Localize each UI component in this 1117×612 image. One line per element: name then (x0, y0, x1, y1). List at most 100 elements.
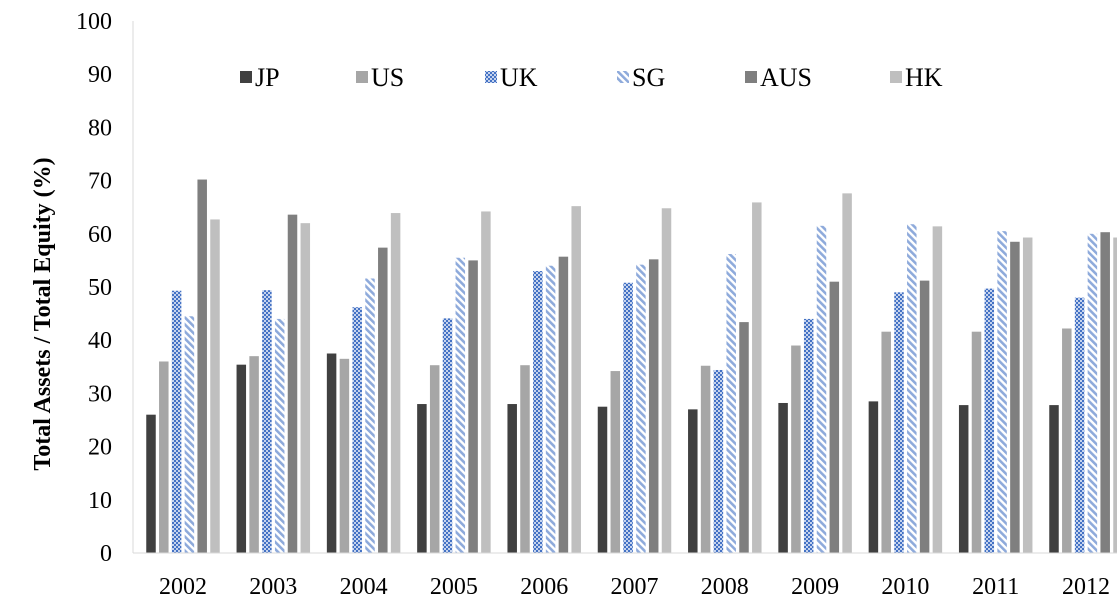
y-tick-label: 60 (88, 222, 112, 248)
legend-swatch-aus (745, 71, 757, 83)
bar-aus-2008 (739, 322, 749, 553)
x-tick-label: 2003 (249, 574, 297, 600)
bar-aus-2003 (287, 214, 298, 553)
x-tick-label: 2011 (972, 574, 1019, 600)
bar-uk-2011 (984, 288, 995, 553)
bar-sg-2011 (997, 231, 1007, 553)
bar-sg-2007 (636, 264, 646, 553)
legend-label-uk: UK (500, 63, 538, 92)
bar-uk-2007 (623, 282, 633, 553)
bar-aus-2005 (468, 260, 478, 553)
bar-us-2003 (249, 356, 259, 553)
bar-jp-2012 (1049, 405, 1059, 553)
x-tick-label: 2006 (520, 574, 568, 600)
bar-jp-2010 (868, 401, 879, 553)
bar-hk-2010 (932, 226, 943, 553)
bar-jp-2008 (688, 409, 698, 553)
legend-label-jp: JP (255, 63, 280, 92)
bar-aus-2011 (1010, 241, 1020, 553)
x-tick-label: 2010 (881, 574, 929, 600)
bar-aus-2006 (558, 256, 569, 553)
bar-us-2002 (159, 361, 169, 553)
bar-uk-2012 (1074, 297, 1085, 553)
x-tick-label: 2009 (791, 574, 839, 600)
bar-jp-2006 (507, 404, 517, 553)
bar-sg-2004 (365, 278, 375, 553)
bar-sg-2009 (816, 225, 827, 553)
y-tick-label: 90 (88, 62, 112, 88)
y-tick-label: 30 (88, 381, 112, 407)
bar-sg-2012 (1087, 233, 1098, 554)
bar-uk-2004 (352, 307, 362, 553)
bar-sg-2002 (184, 316, 195, 553)
bar-us-2005 (429, 365, 440, 553)
legend-label-us: US (371, 63, 404, 92)
y-tick-label: 0 (100, 541, 112, 567)
y-axis-label: Total Assets / Total Equity (%) (30, 157, 56, 470)
bar-uk-2008 (713, 369, 724, 553)
bar-us-2006 (520, 365, 530, 553)
legend-label-hk: HK (905, 63, 943, 92)
legend-swatch-us (356, 71, 368, 83)
bar-jp-2005 (417, 404, 427, 553)
bar-uk-2009 (803, 318, 814, 553)
bar-sg-2003 (274, 318, 285, 553)
legend-label-sg: SG (632, 63, 665, 92)
x-tick-label: 2008 (701, 574, 749, 600)
bar-jp-2002 (146, 414, 156, 553)
bar-jp-2009 (778, 402, 788, 553)
bar-jp-2004 (326, 353, 337, 553)
bar-hk-2003 (300, 223, 311, 553)
y-tick-label: 20 (88, 435, 112, 461)
bar-hk-2004 (390, 213, 401, 554)
y-tick-label: 70 (88, 169, 112, 195)
legend-swatch-hk (890, 71, 902, 83)
x-tick-label: 2004 (340, 574, 388, 600)
bar-aus-2002 (197, 179, 207, 554)
bar-uk-2006 (533, 271, 543, 553)
y-tick-label: 10 (88, 488, 112, 514)
bar-aus-2012 (1100, 232, 1110, 553)
bar-us-2004 (339, 358, 350, 553)
bar-hk-2009 (842, 193, 852, 553)
bar-us-2012 (1062, 328, 1072, 553)
x-tick-label: 2012 (1062, 574, 1110, 600)
bar-hk-2006 (571, 206, 581, 553)
bar-sg-2010 (907, 224, 917, 553)
bar-us-2008 (700, 365, 711, 553)
legend: JP US UK SG AUS HK (240, 63, 943, 92)
y-tick-label: 100 (76, 9, 112, 35)
bar-hk-2005 (481, 211, 491, 553)
bar-aus-2007 (648, 259, 659, 553)
bar-sg-2008 (726, 254, 736, 553)
legend-swatch-jp (240, 71, 252, 83)
bar-hk-2007 (661, 208, 672, 553)
bar-uk-2002 (171, 290, 182, 553)
bar-us-2007 (610, 371, 621, 553)
bar-sg-2005 (455, 257, 466, 553)
bar-jp-2007 (597, 406, 608, 553)
bar-jp-2011 (958, 405, 969, 553)
bar-sg-2006 (545, 265, 556, 553)
bar-hk-2008 (752, 202, 762, 553)
bar-aus-2010 (919, 280, 930, 553)
y-tick-label: 80 (88, 115, 112, 141)
x-tick-label: 2007 (611, 574, 659, 600)
y-tick-label: 40 (88, 328, 112, 354)
bar-jp-2003 (236, 364, 247, 553)
bar-hk-2011 (1022, 237, 1033, 553)
legend-swatch-uk (485, 71, 497, 83)
bar-hk-2012 (1113, 237, 1117, 553)
legend-label-aus: AUS (760, 63, 812, 92)
bar-aus-2009 (829, 281, 840, 553)
bar-us-2010 (881, 331, 891, 553)
bar-us-2011 (971, 331, 982, 553)
y-tick-label: 50 (88, 275, 112, 301)
bar-uk-2003 (262, 290, 272, 553)
x-tick-label: 2005 (430, 574, 478, 600)
legend-swatch-sg (617, 71, 629, 83)
bar-uk-2005 (442, 318, 453, 553)
bar-uk-2010 (894, 292, 904, 553)
x-tick-label: 2002 (159, 574, 207, 600)
